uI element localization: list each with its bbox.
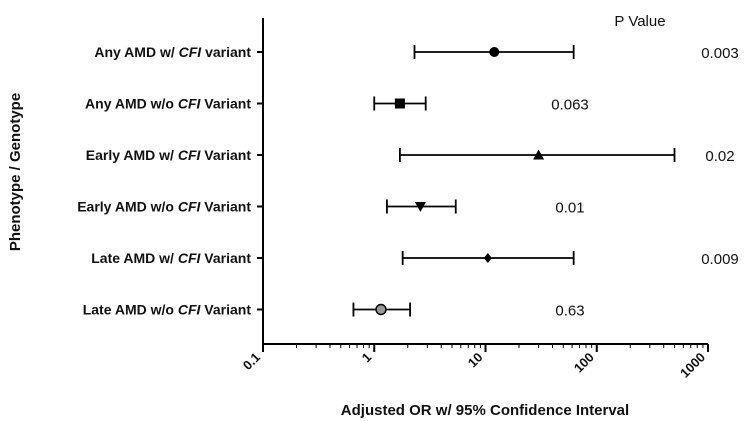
row-label: Early AMD w/ CFI Variant xyxy=(86,147,252,163)
row-label: Late AMD w/o CFI Variant xyxy=(83,302,252,318)
y-axis-title: Phenotype / Genotype xyxy=(7,93,24,251)
forest-row: Any AMD w/ CFI variant 0.003 xyxy=(94,44,738,62)
x-tick-label: 0.1 xyxy=(240,350,263,373)
rows-group: Any AMD w/ CFI variant 0.003 Any AMD w/o C… xyxy=(77,44,739,320)
p-value: 0.009 xyxy=(701,251,739,268)
or-point xyxy=(489,47,500,57)
pvalue-header: P Value xyxy=(614,13,665,30)
x-tick-label: 100 xyxy=(571,350,597,376)
row-label: Any AMD w/ CFI variant xyxy=(94,44,251,60)
forest-row: Any AMD w/o CFI Variant 0.063 xyxy=(85,96,589,114)
p-value: 0.63 xyxy=(555,303,584,320)
p-value: 0.003 xyxy=(701,45,739,62)
or-point xyxy=(375,303,387,316)
or-point xyxy=(483,253,492,263)
x-axis-title: Adjusted OR w/ 95% Confidence Interval xyxy=(341,402,629,419)
x-tick-label: 1 xyxy=(359,350,375,366)
row-label: Late AMD w/ CFI Variant xyxy=(91,250,251,266)
p-value: 0.02 xyxy=(705,148,734,165)
p-value: 0.063 xyxy=(551,97,589,114)
forest-row: Late AMD w/o CFI Variant 0.63 xyxy=(83,302,585,320)
or-point xyxy=(533,149,545,160)
row-label: Early AMD w/o CFI Variant xyxy=(77,199,251,215)
forest-row: Early AMD w/o CFI Variant 0.01 xyxy=(77,199,584,217)
or-point xyxy=(414,202,426,212)
x-axis: 0.1 1 10 100 1000 xyxy=(240,18,709,381)
x-tick-label: 10 xyxy=(465,350,486,371)
or-point xyxy=(394,98,405,109)
forest-row: Early AMD w/ CFI Variant 0.02 xyxy=(86,147,735,165)
row-label: Any AMD w/o CFI Variant xyxy=(85,96,251,112)
forest-row: Late AMD w/ CFI Variant 0.009 xyxy=(91,250,739,268)
p-value: 0.01 xyxy=(555,200,584,217)
x-tick-label: 1000 xyxy=(677,350,708,381)
